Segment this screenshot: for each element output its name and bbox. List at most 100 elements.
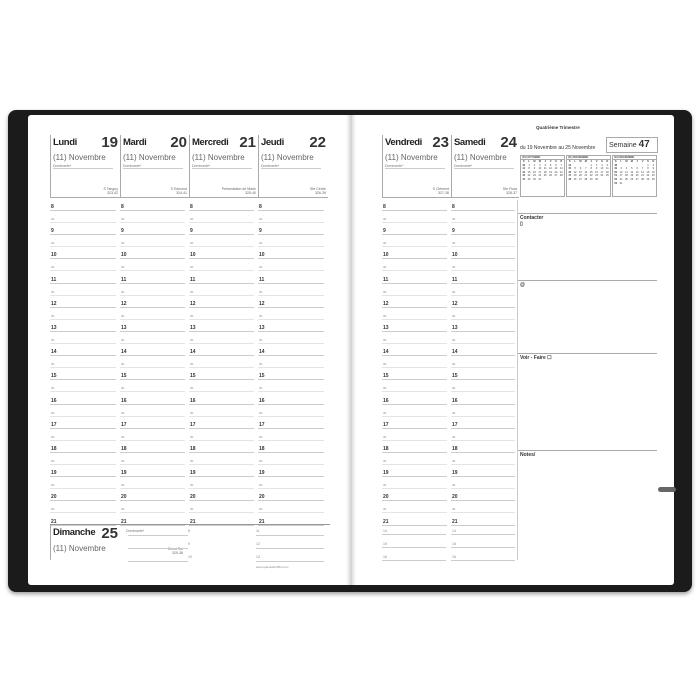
calendar-cell: 2 [652,163,655,167]
quarter-title: Quatrième Trimestre [536,125,580,130]
hour-label: 16 [121,397,127,404]
hour-label: 15 [121,373,127,380]
half-hour-line [120,318,185,320]
hour-line [120,258,185,260]
calendar-cell: 27 [578,177,582,181]
sunday-hour-label: 13 [256,555,260,559]
day-header: Vendredi 23 (11) Novembre Dominante* S Cléme… [382,135,451,198]
half-hour-line [120,512,185,514]
calendar-cell: M [533,160,536,163]
hour-line [258,331,324,332]
hour-label: 15 [259,373,265,380]
hour-label: 15 [51,373,57,380]
hour-label: 14 [121,349,127,356]
calendar-cell: 29 [646,177,650,181]
saint-name: Présentation de Marie [221,187,256,191]
day-name: Vendredi [385,137,422,148]
week-label: Semaine [609,142,637,149]
hour-line [258,500,324,502]
half-hour-label: 30 [121,483,125,488]
calendar-cell: 21 [584,174,588,178]
calendar-cell: 20 [635,174,639,178]
half-hour-line [382,270,447,272]
half-hour-line [258,415,324,417]
hour-line [451,524,515,526]
half-hour-line [258,367,324,369]
half-hour-label: 30 [259,217,263,221]
calendar-cell: 52 [614,177,618,181]
elastic-tab[interactable] [658,487,676,492]
sunday-hour-label: 12 [256,542,260,546]
hour-label: 16 [383,555,387,559]
hour-line [50,500,116,502]
calendar-cell: 3 [539,163,541,167]
day-header: Mercredi 21 (11) Novembre Dominante* Présent… [189,135,258,198]
hour-label: 8 [383,204,386,210]
hour-line [120,500,185,502]
calendar-cell: 22 [589,174,593,178]
calendar-cell: V [595,160,598,163]
calendar-cell: 1 [647,163,649,167]
half-hour-label: 30 [51,410,55,415]
sunday-hour-line [256,561,324,562]
calendar-cell: 15 [646,170,650,174]
half-hour-line [189,415,254,417]
hour-label: 17 [51,421,57,428]
day-name: Samedi [454,137,486,148]
hour-label: 14 [190,349,196,356]
hour-label: 8 [259,204,262,210]
half-hour-label: 30 [190,434,194,439]
day-code: 325-40 [245,191,256,195]
half-hour-line [120,343,185,344]
phone-icon: ▯ [520,221,523,227]
half-hour-label: 30 [452,313,456,318]
calendar-cell: 24 [600,174,604,178]
hour-line [120,331,185,332]
calendar-cell: 23 [532,174,536,178]
sunday-saint: Christ Roi 329-36 [148,547,183,555]
hour-label: 15 [190,373,196,380]
half-hour-line [50,246,116,248]
calendar-cell: 7 [560,163,563,167]
half-hour-label: 30 [259,507,263,512]
half-hour-line [189,318,254,320]
hour-line [120,452,185,453]
hour-line [451,500,515,502]
hour-label: 11 [51,276,57,283]
hour-line [451,452,515,453]
dominante-field: Dominante* [385,164,445,169]
calendar-cell: 24 [538,174,542,178]
hour-label: 14 [259,349,265,356]
half-hour-label: 30 [190,241,194,246]
hour-label: 17 [190,421,196,428]
day-month: (11) Novembre [53,153,106,162]
saint-of-day: S Clément 327-38 [433,187,449,195]
day-name: Mardi [123,137,147,148]
saint-name: S Edmond [170,187,187,191]
hour-label: 15 [452,542,456,546]
hour-line [50,403,116,405]
calendar-cell: 24 [619,177,623,181]
calendar-cell: 44 [568,163,572,167]
half-hour-line [50,318,116,320]
calendar-cell: 7 [585,167,587,171]
saint-name: S Tanguy [103,187,118,191]
hour-line [382,452,447,453]
calendar-cell: 18 [605,170,609,174]
half-hour-line [50,464,116,465]
hour-line [451,355,515,357]
hour-label: 13 [190,325,196,331]
day-name: Lundi [53,137,77,148]
half-hour-label: 30 [259,265,263,270]
hour-label: 21 [51,518,57,525]
hour-line [120,524,185,526]
hour-label: 16 [51,397,57,404]
half-hour-line [451,294,515,296]
calendar-cell: 25 [624,177,628,181]
half-hour-line [189,246,254,248]
hour-label: 18 [51,446,57,452]
half-hour-line [189,512,254,514]
half-hour-label: 30 [190,386,194,391]
hour-label: 13 [383,325,389,331]
hour-label: 15 [383,542,387,546]
